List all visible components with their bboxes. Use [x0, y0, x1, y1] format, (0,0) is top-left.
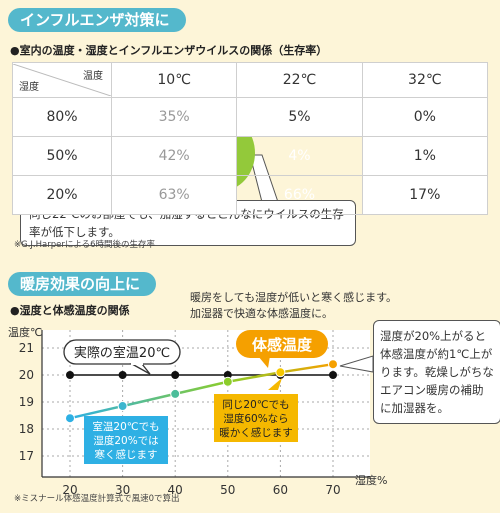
- actual-point: [66, 371, 74, 379]
- x-tick-label: 70: [325, 483, 340, 497]
- table-cell: 1%: [361, 136, 489, 176]
- top-note-line: 暖房をしても湿度が低いと寒く感じます。: [190, 291, 398, 304]
- table-cell: 63%: [110, 175, 238, 215]
- section1-footnote: ※G.J.Harperによる6時間後の生存率: [14, 240, 155, 250]
- high-humidity-line: 湿度60%なら: [223, 412, 288, 425]
- x-tick-label: 30: [115, 483, 130, 497]
- felt-point: [328, 359, 338, 370]
- felt-temp-label: 体感温度: [236, 330, 328, 368]
- table-cell: 0%: [361, 97, 489, 137]
- virus-survival-table: 温度 湿度 10℃ 22℃ 32℃ 80% 35% 5% 0% 50% 42% …: [12, 62, 489, 215]
- y-tick-labels: 17 18 19 20 21: [19, 341, 34, 463]
- y-tick-label: 20: [19, 368, 34, 382]
- section1-heading: インフルエンザ対策に: [8, 8, 186, 32]
- section2-subtitle: ●湿度と体感温度の関係: [10, 304, 130, 317]
- table-row: 50% 42% 4% 1%: [12, 136, 489, 176]
- low-humidity-line: 寒く感じます: [95, 448, 158, 461]
- x-tick-label: 50: [220, 483, 235, 497]
- section1-subtitle: ●室内の温度・湿度とインフルエンザウイルスの関係（生存率）: [10, 44, 328, 57]
- row-header: 80%: [12, 97, 112, 137]
- table-corner-cell: 温度 湿度: [12, 62, 112, 98]
- table-row: 80% 35% 5% 0%: [12, 97, 489, 137]
- felt-point: [275, 367, 286, 378]
- table-cell: 42%: [110, 136, 238, 176]
- section2-footnote: ※ミスナール体感温度計算式で風速0で算出: [14, 494, 180, 504]
- table-cell-highlight: 66%: [236, 175, 363, 215]
- top-note-line: 加湿器で快適な体感温度に。: [190, 307, 333, 320]
- low-humidity-box: 室温20℃でも 湿度20%では 寒く感じます: [84, 416, 168, 464]
- actual-temp-label: 実際の室温20℃: [63, 339, 181, 375]
- felt-point: [117, 401, 128, 412]
- actual-point: [171, 371, 180, 379]
- low-humidity-line: 湿度20%では: [93, 434, 158, 447]
- table-cell: 35%: [110, 97, 238, 137]
- actual-temp-text: 実際の室温20℃: [74, 345, 170, 361]
- column-header: 32℃: [361, 62, 489, 98]
- row-header: 50%: [12, 136, 112, 176]
- table-cell-highlight: 4%: [236, 136, 363, 176]
- series-line-felt: [69, 362, 334, 420]
- section2-top-note: 暖房をしても湿度が低いと寒く感じます。 加湿器で快適な体感温度に。: [190, 290, 397, 322]
- high-humidity-box: 同じ20℃でも 湿度60%なら 暖かく感じます: [214, 378, 298, 442]
- column-header: 10℃: [110, 62, 238, 98]
- y-axis-label: 温度℃: [8, 325, 42, 339]
- corner-temperature-label: 温度: [83, 71, 103, 82]
- table-cell: 5%: [236, 97, 363, 137]
- y-tick-label: 21: [19, 341, 34, 355]
- row-header: 20%: [12, 175, 112, 215]
- actual-point: [223, 371, 232, 379]
- x-tick-label: 20: [62, 483, 77, 497]
- column-header: 22℃: [236, 62, 363, 98]
- table-cell: 17%: [361, 175, 489, 215]
- corner-humidity-label: 湿度: [19, 82, 39, 93]
- y-tick-label: 19: [19, 395, 34, 409]
- felt-temp-text: 体感温度: [252, 336, 313, 354]
- series-points: [65, 359, 338, 424]
- axes: [41, 330, 370, 478]
- y-tick-label: 18: [19, 422, 34, 436]
- high-humidity-line: 同じ20℃でも: [222, 399, 289, 411]
- high-humidity-line: 暖かく感じます: [219, 426, 293, 439]
- series-lines: [69, 362, 334, 420]
- x-tick-labels: 20 30 40 50 60 70: [62, 483, 340, 497]
- humidity-temperature-chart: 温度℃ 湿度% 17 18 19 20 21 20 30 40 50 60 70 実際の室温20℃…: [8, 325, 387, 497]
- table-row: 20% 63% 66% 17%: [12, 175, 489, 215]
- y-tick-label: 17: [19, 449, 34, 463]
- low-humidity-line: 室温20℃でも: [92, 420, 159, 433]
- section2-heading: 暖房効果の向上に: [8, 272, 157, 296]
- x-tick-label: 40: [168, 483, 183, 497]
- table-header-row: 温度 湿度 10℃ 22℃ 32℃: [12, 62, 489, 98]
- felt-point: [170, 388, 181, 399]
- felt-point: [222, 376, 233, 387]
- right-note: 湿度が20%上がると体感温度が約1℃上がります。乾燥しがちなエアコン暖房の補助に…: [373, 320, 500, 424]
- felt-point: [65, 413, 75, 424]
- x-axis-label: 湿度%: [355, 473, 387, 487]
- actual-point: [329, 371, 337, 379]
- actual-point: [118, 371, 127, 379]
- x-tick-label: 60: [273, 483, 288, 497]
